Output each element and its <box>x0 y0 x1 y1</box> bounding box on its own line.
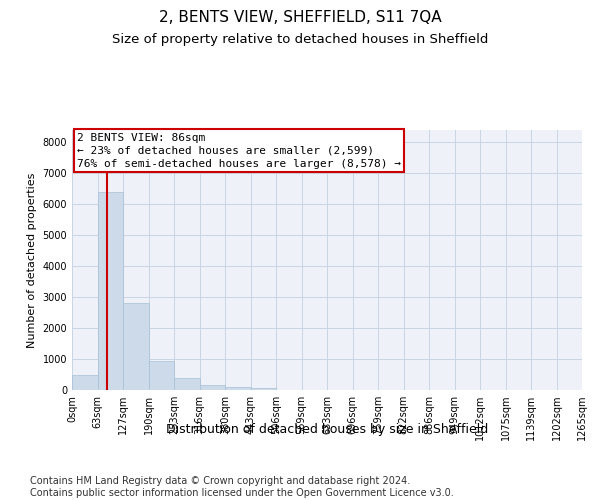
Text: Size of property relative to detached houses in Sheffield: Size of property relative to detached ho… <box>112 32 488 46</box>
Bar <box>199 386 225 390</box>
Text: 2, BENTS VIEW, SHEFFIELD, S11 7QA: 2, BENTS VIEW, SHEFFIELD, S11 7QA <box>158 10 442 25</box>
Text: 2 BENTS VIEW: 86sqm
← 23% of detached houses are smaller (2,599)
76% of semi-det: 2 BENTS VIEW: 86sqm ← 23% of detached ho… <box>77 132 401 169</box>
Y-axis label: Number of detached properties: Number of detached properties <box>27 172 37 348</box>
Bar <box>174 378 199 390</box>
Bar <box>72 374 97 390</box>
Bar <box>251 388 276 390</box>
Bar <box>123 304 149 390</box>
Bar <box>97 192 123 390</box>
Text: Distribution of detached houses by size in Sheffield: Distribution of detached houses by size … <box>166 422 488 436</box>
Bar <box>149 360 174 390</box>
Text: Contains HM Land Registry data © Crown copyright and database right 2024.
Contai: Contains HM Land Registry data © Crown c… <box>30 476 454 498</box>
Bar <box>225 387 251 390</box>
